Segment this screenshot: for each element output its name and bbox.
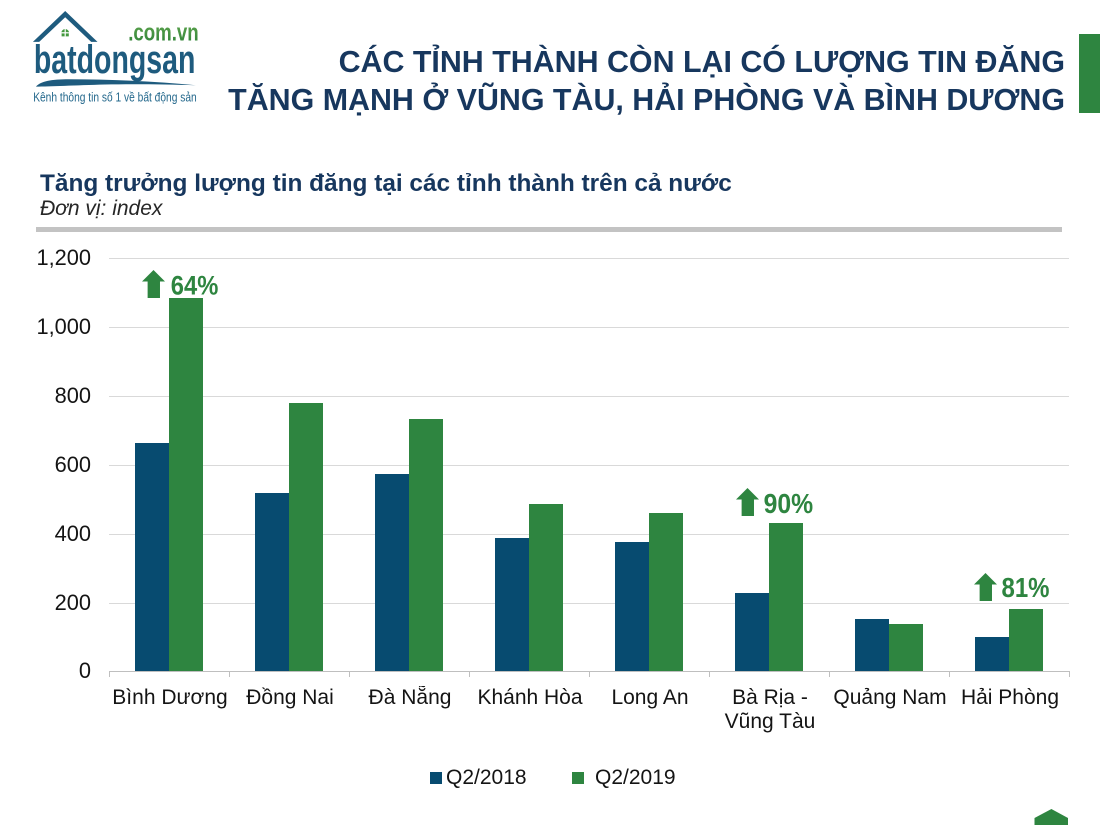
svg-text:81%: 81% xyxy=(1001,573,1049,601)
svg-text:64%: 64% xyxy=(171,271,219,299)
svg-text:Kênh thông tin số 1 về bất độn: Kênh thông tin số 1 về bất động sản xyxy=(33,91,197,105)
svg-text:.com.vn: .com.vn xyxy=(128,20,199,47)
svg-text:90%: 90% xyxy=(764,489,814,517)
svg-text:batdongsan: batdongsan xyxy=(34,38,196,82)
